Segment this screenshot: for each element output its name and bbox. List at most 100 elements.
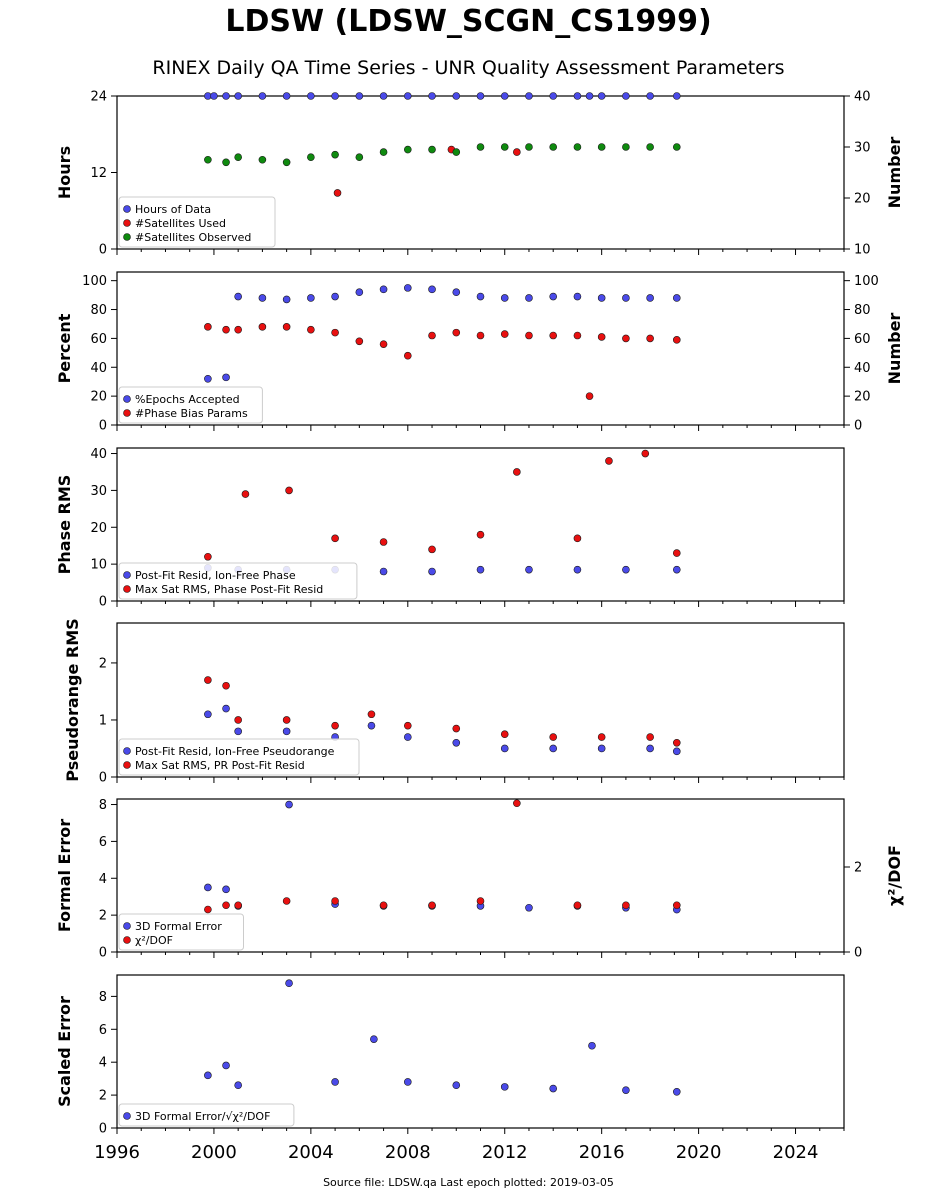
y-right-tick-label: 30 xyxy=(854,141,871,156)
legend-label: #Satellites Observed xyxy=(135,231,251,244)
data-point xyxy=(331,150,339,159)
data-point xyxy=(597,744,606,753)
y-right-tick-label: 2 xyxy=(854,861,862,876)
data-point xyxy=(403,351,412,360)
data-point xyxy=(476,92,485,100)
data-point xyxy=(605,457,613,465)
legend-marker xyxy=(123,219,131,227)
data-point xyxy=(672,747,681,756)
legend-marker xyxy=(123,761,131,769)
legend-marker xyxy=(123,922,131,930)
data-point xyxy=(331,897,339,905)
data-point xyxy=(222,901,230,910)
y-tick-label: 1 xyxy=(99,713,107,728)
data-point xyxy=(285,800,293,809)
data-point xyxy=(646,143,654,151)
panel-3: 0 10 20 30 40 Phase RMS Post-Fit Resid, Ion-Fr… xyxy=(55,447,845,610)
legend-box xyxy=(118,1103,295,1127)
data-point xyxy=(355,92,364,100)
data-point xyxy=(204,710,212,719)
y-tick-label: 100 xyxy=(82,274,107,289)
legend-label: %Epochs Accepted xyxy=(135,393,240,406)
data-point xyxy=(282,716,291,724)
data-point xyxy=(622,334,630,343)
data-point xyxy=(585,392,594,400)
legend-box xyxy=(118,738,360,776)
data-point xyxy=(379,148,388,156)
data-point xyxy=(525,143,533,151)
data-point xyxy=(222,325,230,334)
data-point xyxy=(282,727,291,736)
panel-6: 0 2 4 6 8 Scaled Error 3D Formal Error/√χ²/DOF xyxy=(55,974,845,1137)
data-point xyxy=(672,901,681,910)
data-point xyxy=(573,92,582,100)
data-point xyxy=(428,545,436,554)
data-point xyxy=(500,92,509,100)
data-point xyxy=(367,721,376,730)
data-point xyxy=(641,449,650,458)
data-point xyxy=(513,468,521,476)
data-point xyxy=(646,92,654,100)
x-tick-label: 2016 xyxy=(579,1142,625,1163)
data-point xyxy=(428,285,436,294)
data-point xyxy=(204,323,212,331)
legend-marker xyxy=(123,409,131,417)
data-point xyxy=(452,1081,461,1090)
data-point xyxy=(258,92,267,100)
data-point xyxy=(622,92,630,100)
data-point xyxy=(646,334,654,343)
legend-label: Max Sat RMS, PR Post-Fit Resid xyxy=(135,759,305,772)
plot-frame xyxy=(116,974,845,1129)
data-point xyxy=(204,155,212,164)
data-point xyxy=(622,294,630,302)
y-tick-label: 0 xyxy=(99,1122,107,1137)
legend-label: #Satellites Used xyxy=(135,217,226,230)
data-point xyxy=(331,92,339,100)
data-point xyxy=(282,323,291,331)
data-point xyxy=(379,285,388,294)
y-tick-label: 40 xyxy=(90,361,107,376)
data-point xyxy=(428,92,436,100)
y-tick-label: 0 xyxy=(99,595,107,610)
y-tick-label: 8 xyxy=(99,990,107,1005)
data-point xyxy=(622,901,630,910)
data-point xyxy=(646,733,654,741)
legend-marker xyxy=(123,571,131,579)
data-point xyxy=(452,288,461,297)
data-point xyxy=(204,905,212,914)
x-tick-label: 1996 xyxy=(94,1142,140,1163)
data-point xyxy=(210,92,218,100)
legend-marker xyxy=(123,585,131,593)
data-point xyxy=(476,530,485,539)
data-point xyxy=(285,486,293,495)
data-point xyxy=(428,145,436,154)
data-point xyxy=(549,92,558,100)
data-point xyxy=(585,92,594,100)
data-point xyxy=(234,92,242,100)
data-point xyxy=(452,738,461,747)
data-point xyxy=(597,143,606,151)
y-tick-label: 30 xyxy=(90,484,107,499)
data-point xyxy=(476,331,485,340)
data-point xyxy=(549,1084,558,1093)
data-point xyxy=(204,552,212,561)
data-point xyxy=(452,328,461,337)
x-tick-label: 2024 xyxy=(773,1142,819,1163)
y-tick-label: 20 xyxy=(90,390,107,405)
y-tick-label: 10 xyxy=(90,558,107,573)
data-point xyxy=(476,565,485,574)
data-point xyxy=(222,681,230,690)
data-point xyxy=(355,153,364,161)
y-axis-label: Scaled Error xyxy=(55,996,74,1107)
data-point xyxy=(622,1086,630,1094)
data-point xyxy=(513,148,521,156)
data-point xyxy=(307,153,315,161)
y-tick-label: 12 xyxy=(90,166,107,181)
data-point xyxy=(241,490,250,498)
y-right-axis-label: Number xyxy=(885,137,904,209)
legend-label: Max Sat RMS, Phase Post-Fit Resid xyxy=(135,583,323,596)
y-right-tick-label: 40 xyxy=(854,90,871,105)
data-point xyxy=(403,92,412,100)
legend-box xyxy=(118,386,263,424)
